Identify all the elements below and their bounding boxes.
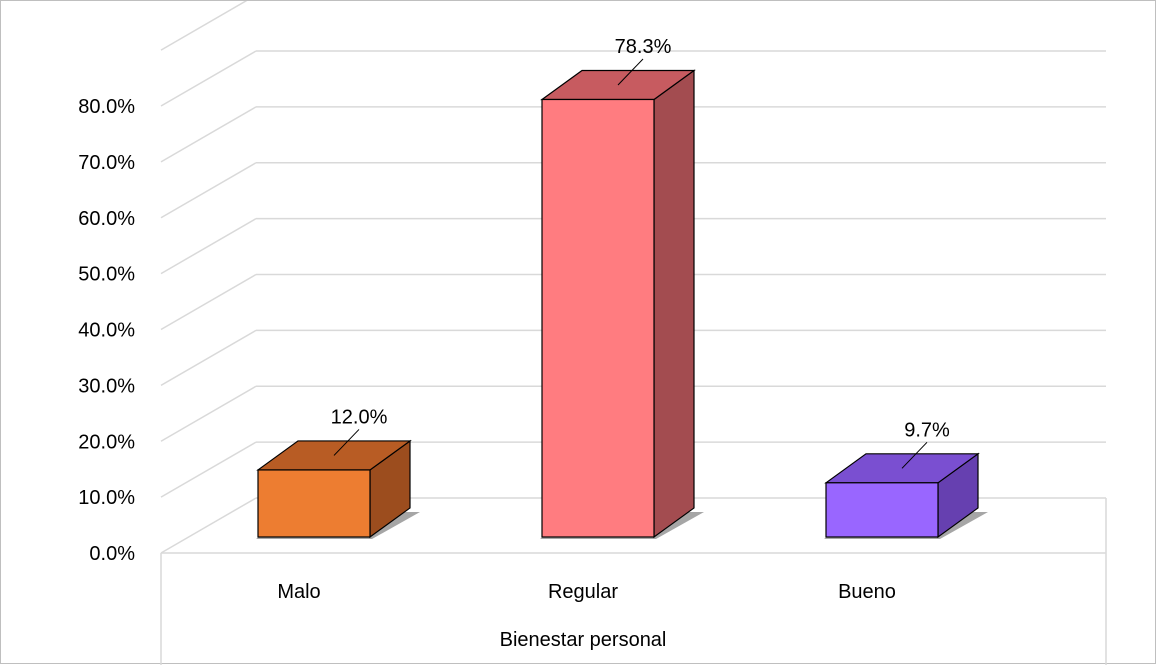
y-tick-label: 30.0% — [78, 375, 135, 397]
y-tick-label: 70.0% — [78, 152, 135, 174]
y-tick-label: 50.0% — [78, 264, 135, 286]
y-tick-label: 20.0% — [78, 431, 135, 453]
gridline-wall — [160, 1, 248, 51]
data-label-leader — [901, 441, 928, 469]
bars: 12.0% 78.3% 9.7% — [256, 36, 988, 539]
gridline-wall — [160, 497, 257, 554]
gridline-wall — [160, 50, 257, 107]
y-tick-label: 60.0% — [78, 208, 135, 230]
bar-regular: 78.3% — [540, 36, 704, 539]
data-label: 12.0% — [331, 406, 388, 428]
bar-front — [257, 469, 371, 538]
data-label: 9.7% — [904, 419, 950, 441]
data-label-leader — [617, 58, 644, 86]
category-label: Bueno — [838, 581, 896, 603]
data-label-leader — [333, 429, 360, 456]
bar-front — [825, 482, 939, 538]
bar-malo: 12.0% — [256, 406, 420, 539]
gridline-wall — [160, 106, 257, 163]
y-tick-label: 80.0% — [78, 96, 135, 118]
gridline-wall — [160, 217, 257, 275]
bar-front — [541, 98, 655, 538]
bar-side — [653, 69, 695, 539]
gridline-wall — [160, 385, 257, 442]
chart-floor — [160, 498, 1107, 665]
x-axis-categories: Malo Regular Bueno — [277, 581, 896, 603]
data-label: 78.3% — [615, 36, 672, 58]
gridline-wall — [160, 329, 257, 387]
y-tick-label: 10.0% — [78, 487, 135, 509]
gridline-wall — [160, 273, 257, 331]
y-tick-label: 0.0% — [89, 543, 135, 565]
category-label: Malo — [277, 581, 320, 603]
y-axis-ticks: 0.0% 10.0% 20.0% 30.0% 40.0% 50.0% 60.0% 70.0% 8… — [78, 96, 135, 565]
y-tick-label: 40.0% — [78, 320, 135, 342]
x-axis-title: Bienestar personal — [500, 629, 667, 651]
gridline-wall — [160, 441, 257, 498]
category-label: Regular — [548, 581, 618, 603]
bar-bueno: 9.7% — [824, 419, 988, 539]
gridline-wall — [160, 162, 257, 219]
